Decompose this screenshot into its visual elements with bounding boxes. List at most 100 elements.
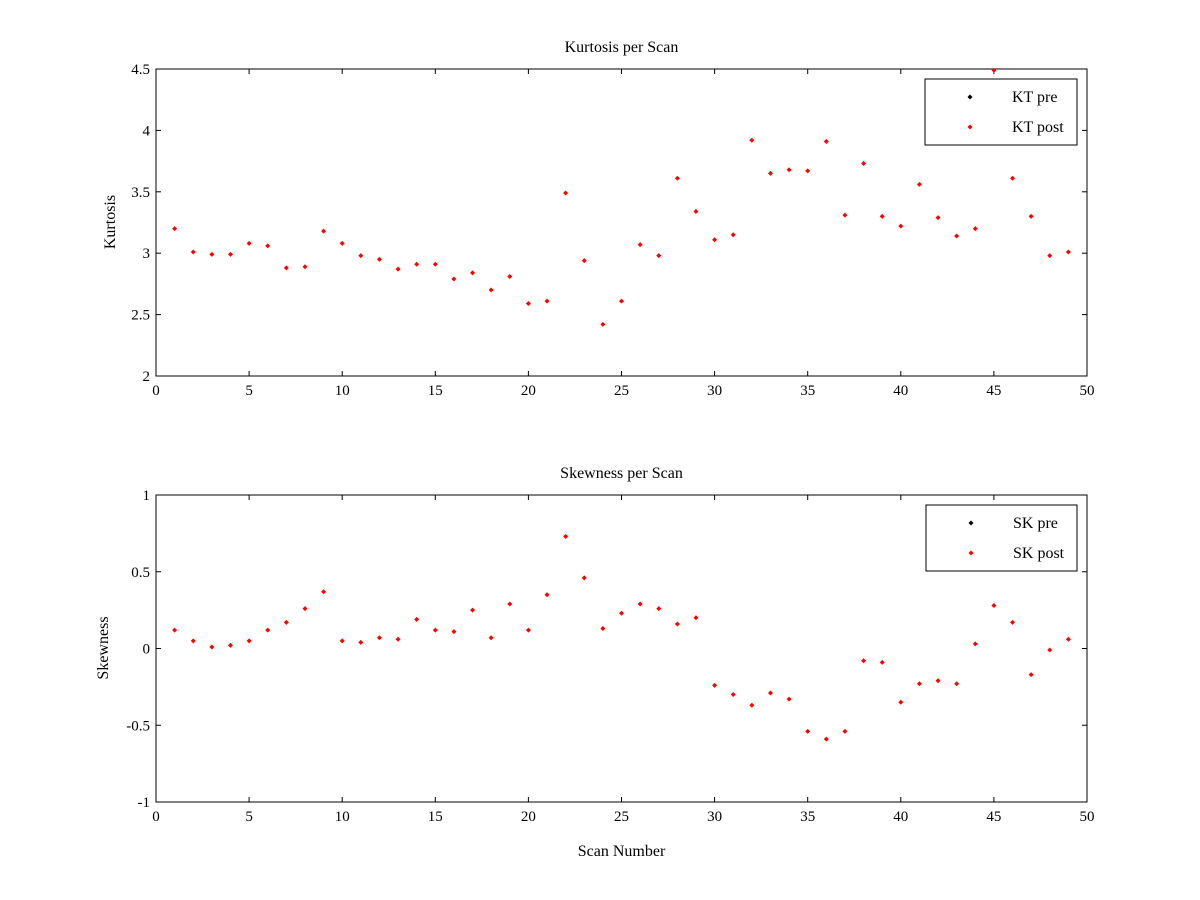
- x-tick-label-0: 0: [152, 383, 160, 399]
- x-tick-label-50: 50: [1080, 383, 1095, 399]
- x-tick-label-20: 20: [521, 809, 536, 825]
- x-tick-label-50: 50: [1080, 809, 1095, 825]
- point-kt-post-38: [861, 161, 867, 167]
- kurtosis-points: [172, 67, 1071, 327]
- point-sk-post-6: [265, 627, 271, 633]
- point-kt-post-41: [916, 181, 922, 187]
- point-kt-post-42: [935, 215, 941, 221]
- point-sk-post-47: [1028, 672, 1034, 678]
- point-kt-post-35: [805, 168, 811, 174]
- y-tick-label-1: 1: [143, 488, 151, 504]
- point-sk-post-28: [674, 621, 680, 627]
- legend-entry-sk-pre: SK pre: [968, 515, 1058, 532]
- point-kt-post-40: [898, 223, 904, 229]
- point-kt-post-37: [842, 212, 848, 218]
- point-sk-post-14: [414, 616, 420, 622]
- skewness-legend-box: [925, 504, 1078, 572]
- point-kt-post-17: [470, 270, 476, 276]
- point-sk-post-2: [190, 638, 196, 644]
- point-kt-post-32: [749, 137, 755, 143]
- point-kt-post-45: [991, 67, 997, 73]
- point-sk-post-25: [619, 610, 624, 616]
- skewness-x-ticks: 0 5 10 15 20 25 30 35 40 45 50: [152, 495, 1095, 825]
- point-kt-post-19: [507, 274, 513, 280]
- point-kt-post-13: [395, 266, 401, 272]
- point-kt-post-25: [619, 298, 624, 304]
- point-sk-post-35: [805, 728, 811, 734]
- point-sk-post-21: [544, 592, 550, 598]
- point-sk-post-15: [432, 627, 438, 633]
- point-kt-post-29: [693, 208, 699, 214]
- point-sk-post-40: [898, 699, 904, 705]
- x-tick-label-30: 30: [707, 809, 722, 825]
- point-sk-post-37: [842, 728, 848, 734]
- point-sk-post-20: [525, 627, 531, 633]
- kurtosis-y-axis-label: Kurtosis: [102, 195, 119, 249]
- point-kt-post-3: [209, 251, 215, 257]
- kurtosis-legend: KT pre KT post: [924, 78, 1078, 146]
- point-sk-post-44: [972, 641, 978, 647]
- point-sk-post-34: [786, 696, 792, 702]
- point-kt-post-9: [321, 228, 327, 234]
- point-sk-post-39: [879, 659, 885, 665]
- point-sk-post-12: [376, 635, 382, 641]
- point-kt-post-6: [265, 243, 271, 249]
- point-sk-post-29: [693, 615, 699, 621]
- point-kt-post-20: [525, 301, 531, 307]
- x-tick-label-45: 45: [986, 809, 1001, 825]
- point-kt-post-39: [879, 213, 885, 219]
- y-tick-label-4-5: 4.5: [131, 62, 150, 78]
- point-kt-post-46: [1010, 175, 1016, 181]
- point-sk-post-49: [1065, 636, 1071, 642]
- point-kt-post-31: [730, 232, 736, 238]
- x-tick-label-30: 30: [707, 383, 722, 399]
- point-sk-post-27: [656, 606, 662, 612]
- point-sk-post-19: [507, 601, 513, 607]
- x-tick-label-25: 25: [614, 383, 629, 399]
- x-tick-label-45: 45: [986, 383, 1001, 399]
- point-kt-post-4: [227, 251, 233, 257]
- legend-marker-sk-post: [968, 550, 974, 556]
- point-kt-post-7: [283, 265, 289, 271]
- x-tick-label-10: 10: [335, 809, 350, 825]
- x-tick-label-15: 15: [428, 809, 443, 825]
- point-kt-post-8: [302, 264, 308, 270]
- x-tick-label-0: 0: [152, 809, 160, 825]
- y-tick-label-2: 2: [143, 369, 151, 385]
- point-kt-post-16: [451, 276, 457, 282]
- point-kt-post-21: [544, 298, 550, 304]
- point-kt-post-22: [563, 190, 569, 196]
- point-kt-post-11: [358, 253, 364, 259]
- point-kt-post-23: [581, 258, 587, 264]
- x-tick-label-35: 35: [800, 809, 815, 825]
- legend-entry-sk-post: SK post: [968, 545, 1065, 562]
- y-tick-label-0-5: 0.5: [131, 565, 150, 581]
- point-kt-post-18: [488, 287, 494, 293]
- skewness-y-ticks: -1 -0.5 0 0.5 1: [126, 488, 1087, 811]
- legend-entry-kt-post: KT post: [967, 119, 1064, 136]
- point-sk-post-45: [991, 603, 997, 609]
- point-kt-post-15: [432, 261, 438, 267]
- point-kt-post-2: [190, 249, 196, 255]
- kurtosis-x-ticks: 0 5 10 15 20 25 30 35 40 45 50: [152, 69, 1095, 399]
- point-sk-post-1: [172, 627, 178, 633]
- x-tick-label-20: 20: [521, 383, 536, 399]
- point-sk-post-43: [954, 681, 960, 687]
- point-sk-post-38: [861, 658, 867, 664]
- kurtosis-chart-title: Kurtosis per Scan: [565, 39, 679, 56]
- point-sk-post-22: [563, 533, 569, 539]
- point-sk-post-13: [395, 636, 401, 642]
- point-kt-post-26: [637, 242, 643, 248]
- skewness-chart-title: Skewness per Scan: [560, 465, 683, 482]
- point-sk-post-3: [209, 644, 215, 650]
- point-sk-post-41: [916, 681, 922, 687]
- point-sk-post-46: [1010, 619, 1016, 625]
- x-tick-label-40: 40: [893, 809, 908, 825]
- point-kt-post-10: [339, 240, 345, 246]
- skewness-points: [172, 533, 1071, 742]
- kurtosis-subplot: Kurtosis per Scan Kurtosis 0 5 10 15 20 25 30 3…: [102, 39, 1095, 399]
- y-tick-label-3-5: 3.5: [131, 185, 150, 201]
- x-tick-label-5: 5: [245, 383, 253, 399]
- x-tick-label-40: 40: [893, 383, 908, 399]
- point-kt-post-44: [972, 226, 978, 232]
